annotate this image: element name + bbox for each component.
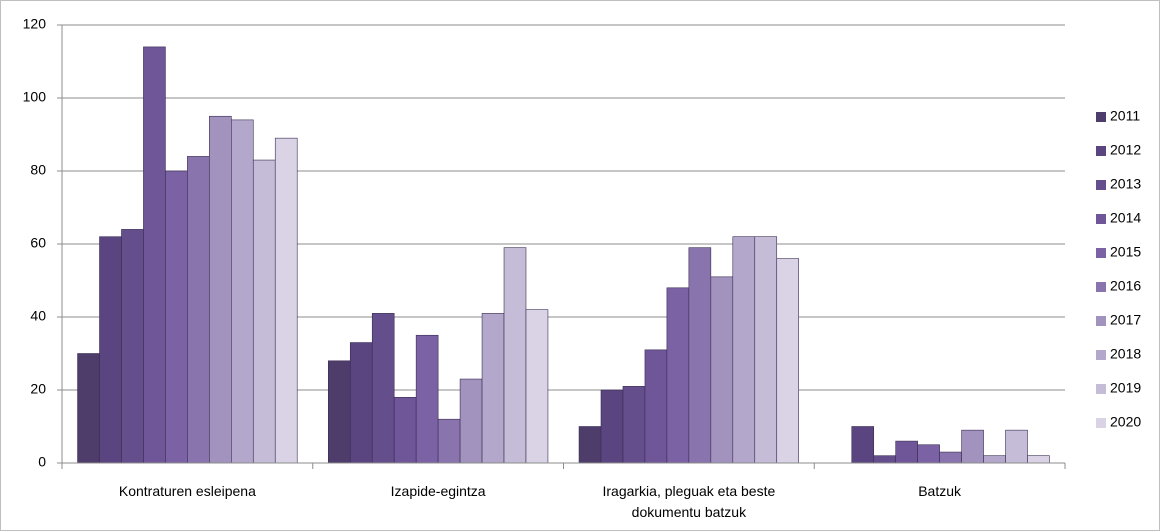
- bar: [393, 396, 417, 464]
- legend-label: 2018: [1110, 346, 1141, 362]
- bar: [622, 386, 646, 464]
- bar: [983, 455, 1006, 464]
- legend-swatch: [1096, 112, 1106, 122]
- bar: [459, 378, 483, 464]
- bar: [415, 334, 439, 464]
- x-tick-label: Izapide-egintza: [390, 483, 486, 499]
- bar: [600, 389, 624, 464]
- legend-swatch: [1096, 248, 1106, 258]
- bar: [644, 349, 668, 464]
- bar: [481, 313, 505, 464]
- legend-label: 2013: [1110, 176, 1141, 192]
- bar: [187, 156, 210, 464]
- bar: [961, 429, 984, 464]
- x-tick-label: Iragarkia, pleguak eta beste dokumentu b…: [602, 483, 776, 520]
- y-tick-label: 80: [30, 162, 46, 178]
- bar: [525, 309, 549, 464]
- legend-swatch: [1096, 316, 1106, 326]
- bar: [77, 353, 100, 464]
- bar: [252, 159, 276, 464]
- bar: [939, 451, 962, 464]
- legend-swatch: [1096, 214, 1106, 224]
- legend-swatch: [1096, 418, 1106, 428]
- x-tick-label: Batzuk: [918, 483, 962, 499]
- bar: [165, 170, 188, 464]
- legend-swatch: [1096, 384, 1106, 394]
- bar: [688, 247, 712, 464]
- bar: [437, 418, 461, 464]
- y-tick-label: 40: [30, 308, 46, 324]
- legend-label: 2020: [1110, 414, 1141, 430]
- bar: [274, 137, 298, 464]
- y-tick-label: 60: [30, 235, 46, 251]
- bar: [754, 236, 778, 464]
- bar: [1027, 455, 1050, 464]
- legend-label: 2015: [1110, 244, 1141, 260]
- legend-swatch: [1096, 146, 1106, 156]
- legend-label: 2017: [1110, 312, 1141, 328]
- x-tick-label: Kontraturen esleipena: [118, 483, 256, 499]
- bar: [327, 360, 351, 464]
- y-tick-label: 120: [23, 16, 47, 32]
- bar: [99, 236, 122, 464]
- bar: [209, 115, 232, 464]
- y-tick-label: 100: [23, 89, 47, 105]
- legend-label: 2011: [1110, 108, 1140, 124]
- bar: [851, 426, 875, 464]
- bar: [143, 46, 166, 464]
- bar: [349, 342, 373, 464]
- legend-swatch: [1096, 180, 1106, 190]
- bar: [503, 247, 527, 464]
- bar: [1005, 429, 1028, 464]
- bar: [121, 229, 144, 464]
- bar: [873, 455, 896, 464]
- bar: [710, 276, 734, 464]
- legend-swatch: [1096, 350, 1106, 360]
- bar: [371, 313, 395, 464]
- bar: [666, 287, 690, 464]
- bar: [917, 444, 940, 464]
- y-tick-label: 0: [38, 454, 46, 470]
- legend-label: 2019: [1110, 380, 1141, 396]
- legend-swatch: [1096, 282, 1106, 292]
- legend-label: 2014: [1110, 210, 1141, 226]
- bar: [231, 119, 254, 464]
- bar: [895, 440, 918, 464]
- legend-label: 2016: [1110, 278, 1141, 294]
- y-tick-label: 20: [30, 381, 46, 397]
- legend-label: 2012: [1110, 142, 1141, 158]
- bar: [732, 236, 756, 464]
- bar: [776, 258, 800, 464]
- bar: [578, 426, 602, 464]
